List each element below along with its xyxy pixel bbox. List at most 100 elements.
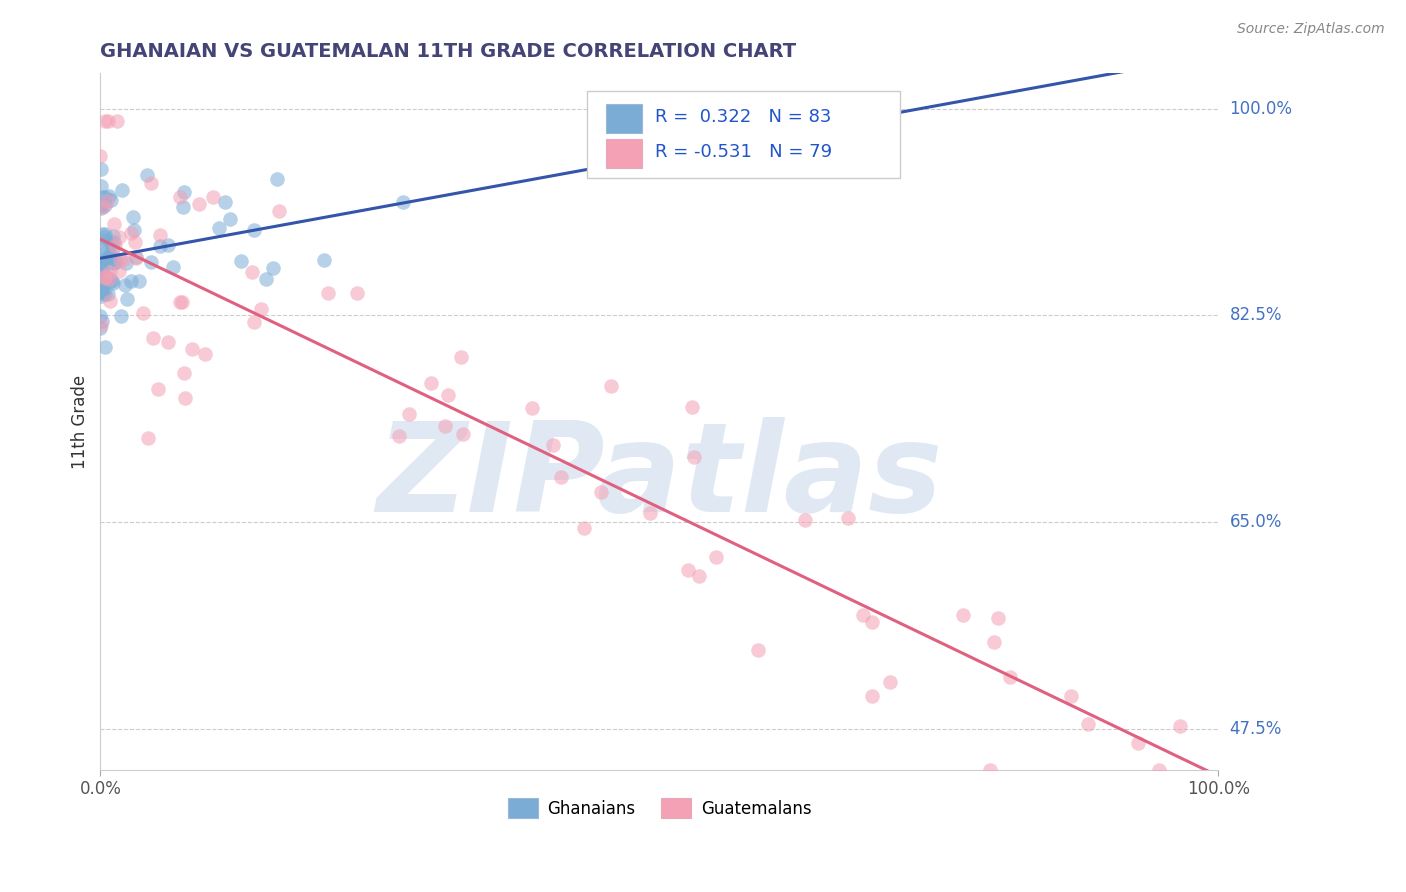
Text: R =  0.322   N = 83: R = 0.322 N = 83: [655, 108, 831, 126]
Point: [156, 335, 179, 350]
Point: [391, 195, 413, 210]
Point: [860, 689, 883, 703]
Point: [172, 201, 194, 215]
Point: [451, 427, 474, 442]
Point: [98, 274, 121, 288]
Point: [128, 274, 150, 288]
Point: [90, 318, 112, 332]
Point: [103, 256, 125, 270]
Point: [207, 221, 229, 235]
Point: [103, 218, 125, 232]
Point: [122, 223, 145, 237]
Point: [94, 113, 117, 128]
Point: [267, 203, 290, 218]
Point: [852, 607, 875, 622]
Point: [173, 185, 195, 199]
Point: [240, 265, 263, 279]
Point: [312, 252, 335, 267]
Point: [172, 294, 194, 309]
Point: [100, 249, 122, 263]
Point: [108, 264, 131, 278]
Point: [94, 286, 117, 301]
Point: [194, 347, 217, 361]
Point: [214, 194, 236, 209]
Point: [700, 157, 723, 171]
Point: [96, 194, 118, 208]
Point: [94, 271, 117, 285]
Point: [122, 211, 145, 225]
Point: [94, 340, 117, 354]
Point: [173, 366, 195, 380]
Point: [120, 226, 142, 240]
Point: [1168, 719, 1191, 733]
Point: [169, 190, 191, 204]
Point: [89, 261, 111, 276]
Point: [108, 252, 131, 267]
Point: [747, 642, 769, 657]
Point: [149, 227, 172, 242]
Point: [450, 350, 472, 364]
Point: [101, 256, 124, 270]
Point: [98, 235, 121, 249]
Point: [111, 183, 134, 197]
Point: [103, 276, 125, 290]
Point: [90, 276, 112, 290]
Point: [94, 234, 117, 248]
Y-axis label: 11th Grade: 11th Grade: [72, 375, 89, 469]
Point: [1126, 736, 1149, 750]
Point: [97, 188, 120, 202]
Point: [398, 407, 420, 421]
Point: [98, 249, 121, 263]
Point: [243, 223, 266, 237]
Point: [90, 201, 112, 215]
Point: [90, 247, 112, 261]
Point: [98, 272, 121, 286]
Point: [104, 239, 127, 253]
Point: [90, 189, 112, 203]
Point: [520, 401, 543, 416]
Point: [998, 670, 1021, 684]
Point: [90, 289, 112, 303]
Point: [266, 172, 288, 186]
Point: [706, 549, 728, 564]
Point: [681, 400, 703, 414]
Point: [97, 287, 120, 301]
Point: [250, 301, 273, 316]
Point: [90, 260, 112, 275]
Point: [683, 450, 706, 464]
Point: [93, 227, 115, 241]
Point: [93, 274, 115, 288]
Point: [678, 563, 700, 577]
Point: [101, 244, 124, 259]
Point: [952, 608, 974, 623]
Point: [104, 252, 127, 266]
Point: [90, 257, 112, 271]
Point: [136, 431, 159, 445]
Point: [1059, 689, 1081, 703]
Point: [94, 268, 117, 283]
Legend: Ghanaians, Guatemalans: Ghanaians, Guatemalans: [501, 792, 818, 824]
Point: [124, 235, 146, 250]
Text: GHANAIAN VS GUATEMALAN 11TH GRADE CORRELATION CHART: GHANAIAN VS GUATEMALAN 11TH GRADE CORREL…: [100, 42, 796, 61]
Point: [979, 763, 1001, 777]
Point: [794, 513, 817, 527]
Point: [110, 309, 132, 323]
Point: [108, 229, 131, 244]
FancyBboxPatch shape: [586, 91, 900, 178]
Point: [135, 168, 157, 182]
Point: [436, 388, 458, 402]
Point: [1077, 717, 1099, 731]
Point: [433, 419, 456, 434]
Point: [90, 227, 112, 241]
Point: [254, 272, 277, 286]
Point: [90, 238, 112, 252]
Point: [142, 331, 165, 345]
Point: [591, 485, 613, 500]
Text: R = -0.531   N = 79: R = -0.531 N = 79: [655, 143, 832, 161]
Point: [688, 569, 710, 583]
Text: 82.5%: 82.5%: [1230, 307, 1282, 325]
Point: [90, 162, 112, 177]
Point: [90, 252, 112, 267]
Point: [90, 313, 112, 327]
Point: [346, 286, 368, 301]
